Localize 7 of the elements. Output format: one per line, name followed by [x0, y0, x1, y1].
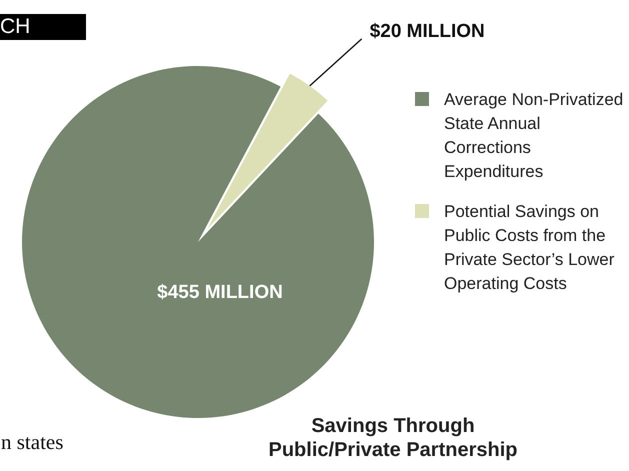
text: n states	[1, 430, 64, 455]
legend-label: Potential Savings on Public Costs from the Private Sector’s Lower Operating Costs	[444, 201, 616, 295]
text: Savings Through Public/Private Partnership	[268, 414, 518, 462]
data-label: $20 MILLION	[370, 20, 485, 42]
text: CH	[0, 14, 86, 40]
legend-label: Average Non-Privatized State Annual Corrections Expenditures	[444, 89, 624, 183]
data-label: $455 MILLION	[157, 282, 283, 303]
